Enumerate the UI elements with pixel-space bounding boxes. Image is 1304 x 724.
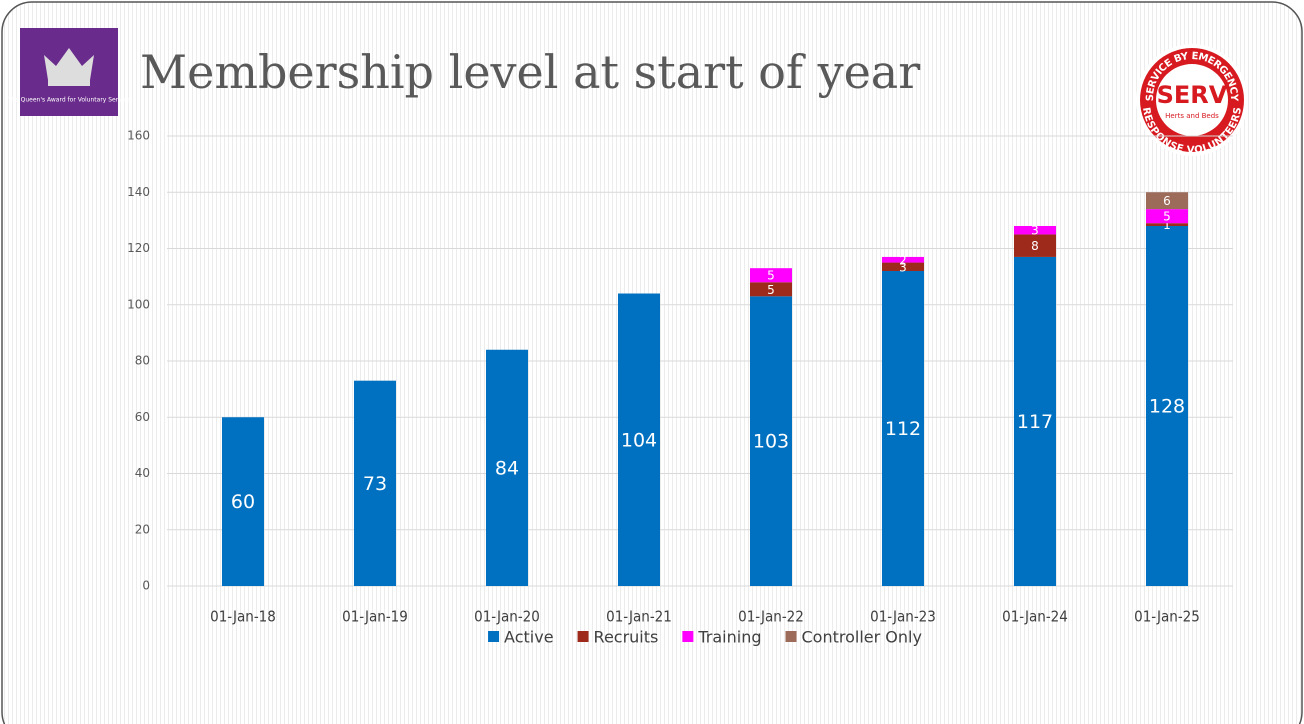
- data-label: 128: [1149, 396, 1185, 418]
- award-logo: The Queen's Award for Voluntary Service: [7, 28, 131, 116]
- y-tick-label: 140: [127, 185, 150, 199]
- data-label: 5: [767, 283, 775, 297]
- data-label: 8: [1031, 239, 1039, 253]
- bar-segment: [1014, 256, 1056, 586]
- bar-segment: [1146, 192, 1188, 210]
- data-label: 84: [495, 457, 519, 479]
- legend-label: Active: [504, 628, 554, 647]
- y-tick-label: 0: [142, 579, 150, 593]
- bar-segment: [1146, 226, 1188, 586]
- data-label: 104: [621, 429, 657, 451]
- bar-segment: [750, 282, 792, 297]
- x-tick-label: 01-Jan-20: [474, 608, 540, 626]
- data-label: 5: [1163, 210, 1171, 224]
- legend-label: Training: [697, 628, 761, 647]
- data-label: 112: [885, 418, 921, 440]
- y-tick-label: 20: [135, 522, 150, 536]
- y-tick-label: 100: [127, 297, 150, 311]
- data-label: 1: [1163, 218, 1171, 232]
- bar-segment: [1014, 226, 1056, 235]
- bar-segment: [1146, 223, 1188, 226]
- x-tick-label: 01-Jan-18: [210, 608, 276, 626]
- y-tick-label: 120: [127, 241, 150, 255]
- y-tick-label: 160: [127, 129, 150, 143]
- bar-segment: [222, 417, 264, 586]
- bar-segment: [750, 268, 792, 283]
- legend-swatch: [577, 631, 589, 642]
- bar-segment: [882, 271, 924, 586]
- data-label: 2: [899, 253, 907, 267]
- x-tick-label: 01-Jan-21: [606, 608, 672, 626]
- y-tick-label: 40: [135, 466, 150, 480]
- bar-segment: [1146, 209, 1188, 224]
- serv-logo: SERVICE BY EMERGENCY RESPONSE VOLUNTEERS…: [1136, 44, 1248, 156]
- legend-label: Controller Only: [802, 628, 922, 647]
- data-label: 117: [1017, 411, 1053, 433]
- data-label: 5: [767, 269, 775, 283]
- data-label: 60: [231, 491, 255, 513]
- x-tick-label: 01-Jan-25: [1134, 608, 1200, 626]
- data-label: 6: [1163, 194, 1171, 208]
- serv-name: SERV: [1157, 81, 1228, 109]
- award-text: The Queen's Award for Voluntary Service: [7, 97, 131, 104]
- bar-segment: [882, 256, 924, 263]
- bar-segment: [1014, 234, 1056, 257]
- x-tick-label: 01-Jan-22: [738, 608, 804, 626]
- chart-title: Membership level at start of year: [140, 45, 920, 99]
- x-tick-label: 01-Jan-19: [342, 608, 408, 626]
- data-label: 103: [753, 431, 789, 453]
- data-label: 3: [899, 260, 907, 274]
- bar-segment: [750, 296, 792, 586]
- y-tick-label: 80: [135, 354, 150, 368]
- serv-area: Herts and Beds: [1165, 112, 1219, 120]
- data-label: 73: [363, 473, 387, 495]
- x-tick-label: 01-Jan-24: [1002, 608, 1068, 626]
- bar-segment: [618, 293, 660, 586]
- data-label: 3: [1031, 224, 1039, 238]
- bar-segment: [486, 349, 528, 586]
- legend-swatch: [488, 631, 500, 642]
- x-tick-label: 01-Jan-23: [870, 608, 936, 626]
- y-tick-label: 60: [135, 410, 150, 424]
- legend-label: Recruits: [594, 628, 659, 647]
- bar-segment: [882, 262, 924, 271]
- legend-swatch: [785, 631, 797, 642]
- bar-segment: [354, 380, 396, 586]
- legend-swatch: [682, 631, 694, 642]
